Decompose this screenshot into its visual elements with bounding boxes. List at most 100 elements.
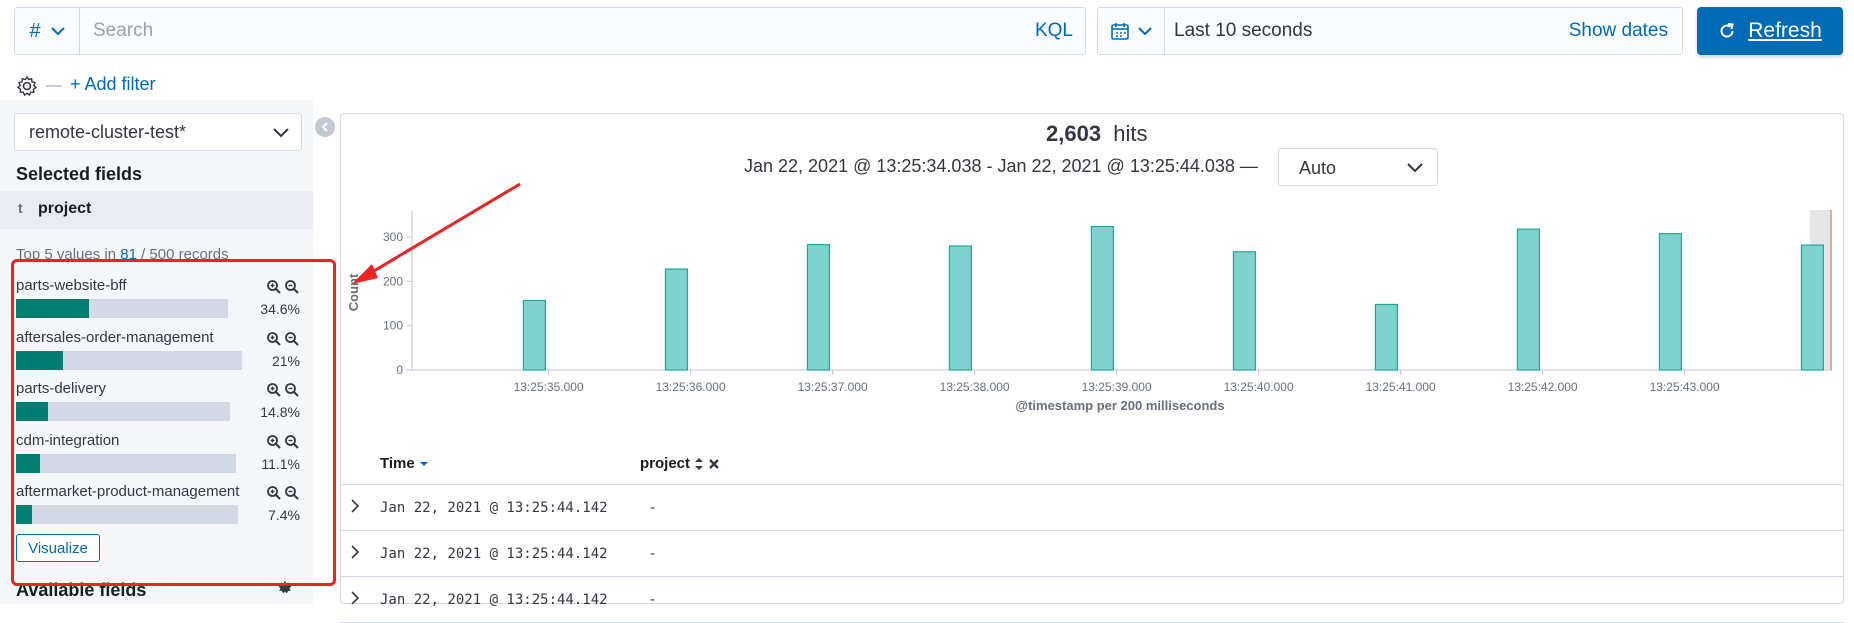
date-picker: Last 10 seconds Show dates	[1097, 7, 1683, 55]
top-value-actions	[266, 382, 300, 398]
top-value-label: parts-delivery	[16, 380, 107, 397]
annotation-highlight-box	[11, 259, 336, 586]
row-time: Jan 22, 2021 @ 13:25:44.142	[380, 546, 608, 562]
histogram-bar	[522, 299, 547, 371]
interval-select[interactable]: Auto	[1278, 148, 1438, 186]
zoom-in-icon[interactable]	[266, 485, 282, 501]
x-tick-label: 13:25:37.000	[798, 380, 868, 394]
search-input[interactable]: Search	[93, 20, 154, 41]
zoom-in-icon[interactable]	[266, 382, 282, 398]
histogram-bar	[1090, 225, 1115, 371]
table-row[interactable]: Jan 22, 2021 @ 13:25:44.142 -	[340, 577, 1844, 622]
date-range-label[interactable]: Last 10 seconds	[1174, 20, 1313, 41]
refresh-button[interactable]: Refresh	[1697, 7, 1843, 55]
kql-toggle[interactable]: KQL	[1034, 20, 1073, 41]
histogram-bar	[1516, 228, 1541, 371]
top-value-actions	[266, 279, 300, 295]
sort-icon[interactable]	[694, 457, 704, 471]
selected-field-project[interactable]: t project	[0, 191, 313, 229]
zoom-out-icon[interactable]	[284, 485, 300, 501]
x-tick-label: 13:25:39.000	[1082, 380, 1152, 394]
calendar-icon	[1110, 21, 1130, 41]
expand-row-icon[interactable]	[350, 545, 360, 559]
collapse-sidebar-button[interactable]	[315, 117, 335, 137]
chevron-left-icon	[320, 122, 330, 132]
hits-count: 2,603	[1046, 121, 1102, 146]
row-time: Jan 22, 2021 @ 13:25:44.142	[380, 592, 608, 608]
top-value-percent: 21%	[271, 352, 300, 369]
top-value-item: aftermarket-product-management 7.4%	[16, 483, 306, 531]
zoom-in-icon[interactable]	[266, 434, 282, 450]
row-project: -	[650, 499, 655, 516]
x-axis-title: @timestamp per 200 milliseconds	[1015, 398, 1224, 413]
zoom-out-icon[interactable]	[284, 279, 300, 295]
table-row[interactable]: Jan 22, 2021 @ 13:25:44.142 -	[340, 485, 1844, 530]
chart-date-range: Jan 22, 2021 @ 13:25:34.038 - Jan 22, 20…	[744, 156, 1258, 176]
top-value-bar	[16, 350, 242, 370]
table-row[interactable]: Jan 22, 2021 @ 13:25:44.142 -	[340, 531, 1844, 576]
top-value-bar	[16, 299, 228, 318]
annotation-arrow	[352, 182, 521, 284]
hits-counter: 2,603 hits	[1046, 121, 1148, 147]
top-value-bar	[16, 453, 236, 473]
x-tick-label: 13:25:43.000	[1650, 380, 1720, 394]
top-value-label: aftermarket-product-management	[16, 483, 240, 500]
y-tick-label: 100	[383, 319, 403, 333]
top-value-bar-fill	[16, 299, 89, 318]
sort-down-icon[interactable]	[419, 460, 429, 468]
query-type-symbol: #	[29, 19, 41, 42]
refresh-icon	[1718, 22, 1736, 40]
row-project: -	[650, 591, 655, 608]
y-tick-label: 0	[396, 363, 403, 377]
expand-row-icon[interactable]	[350, 499, 360, 513]
histogram-chart: 0 100 200 300 13:25:35.000 13:25:36.000 13:25:…	[346, 210, 1832, 413]
quick-menu-toggle[interactable]	[1098, 8, 1165, 54]
chevron-down-icon	[1138, 26, 1152, 36]
add-filter-button[interactable]: + Add filter	[70, 74, 156, 94]
top-values-count-link[interactable]: 81	[120, 246, 137, 263]
query-type-toggle[interactable]: #	[15, 8, 80, 54]
top-values-suffix: / 500 records	[136, 246, 229, 263]
zoom-out-icon[interactable]	[284, 382, 300, 398]
x-tick-label: 13:25:42.000	[1508, 380, 1578, 394]
field-type-icon: t	[18, 200, 23, 216]
top-value-actions	[266, 485, 300, 501]
top-value-bar-fill	[16, 350, 63, 370]
top-value-bar	[16, 402, 230, 421]
histogram-bar	[1658, 232, 1683, 371]
filter-separator: —	[46, 77, 62, 94]
chevron-down-icon	[50, 26, 65, 36]
top-value-item: parts-delivery 14.8%	[16, 380, 306, 428]
zoom-out-icon[interactable]	[284, 434, 300, 450]
x-tick-label: 13:25:36.000	[656, 380, 726, 394]
visualize-button[interactable]: Visualize	[16, 534, 100, 562]
histogram-bar	[1232, 251, 1257, 371]
remove-column-icon[interactable]	[708, 458, 720, 470]
gear-icon[interactable]	[16, 75, 38, 97]
top-value-item: cdm-integration 11.1%	[16, 432, 306, 480]
index-pattern-select[interactable]: remote-cluster-test*	[14, 113, 302, 151]
top-value-actions	[266, 331, 300, 347]
time-column-header[interactable]: Time	[380, 455, 429, 472]
top-value-bar-fill	[16, 453, 40, 473]
time-header-label: Time	[380, 455, 415, 472]
top-value-percent: 14.8%	[260, 404, 300, 420]
project-column-header[interactable]: project	[640, 455, 720, 472]
expand-row-icon[interactable]	[350, 591, 360, 605]
top-value-percent: 34.6%	[260, 301, 300, 317]
histogram-bar	[664, 268, 689, 371]
zoom-in-icon[interactable]	[266, 279, 282, 295]
histogram-bar	[806, 244, 831, 371]
top-value-bar-fill	[16, 505, 32, 524]
index-pattern-value: remote-cluster-test*	[29, 122, 187, 142]
zoom-out-icon[interactable]	[284, 331, 300, 347]
histogram-bar	[1800, 244, 1825, 371]
x-tick-label: 13:25:41.000	[1366, 380, 1436, 394]
zoom-in-icon[interactable]	[266, 331, 282, 347]
hits-label: hits	[1113, 121, 1148, 146]
x-tick-label: 13:25:40.000	[1224, 380, 1294, 394]
top-value-item: parts-website-bff 34.6%	[16, 277, 306, 325]
show-dates-link[interactable]: Show dates	[1568, 20, 1668, 41]
interval-value: Auto	[1299, 158, 1337, 178]
top-value-bar	[16, 505, 238, 524]
